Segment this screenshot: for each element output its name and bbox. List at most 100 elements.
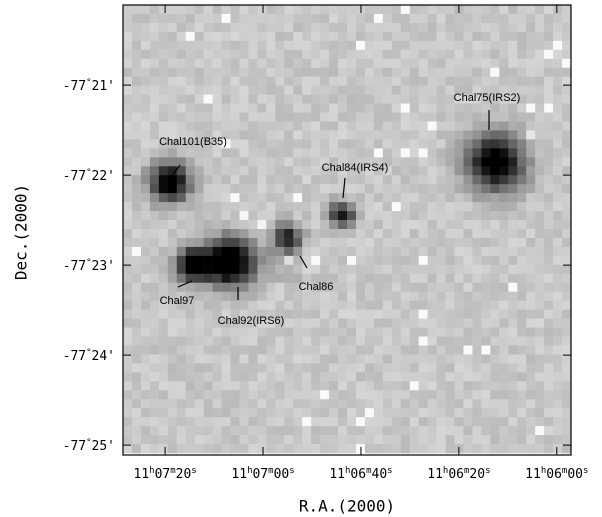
sky-pixel (508, 22, 518, 33)
sky-pixel (131, 273, 142, 284)
sky-pixel (149, 166, 160, 176)
sky-pixel (302, 211, 312, 221)
sky-pixel (123, 121, 133, 131)
sky-pixel (266, 291, 276, 301)
sky-pixel (203, 166, 213, 176)
sky-pixel (562, 130, 572, 140)
sky-pixel (320, 282, 330, 293)
sky-pixel (347, 193, 357, 203)
sky-pixel (490, 345, 500, 355)
sky-pixel (436, 255, 446, 266)
sky-pixel (248, 139, 258, 149)
sky-pixel (382, 211, 393, 221)
sky-pixel (275, 237, 285, 248)
sky-pixel (445, 85, 455, 95)
sky-pixel (391, 85, 402, 95)
sky-pixel (445, 76, 455, 86)
sky-pixel (347, 130, 357, 140)
sky-pixel (293, 408, 303, 418)
sky-pixel (293, 363, 303, 373)
sky-pixel (418, 237, 428, 248)
sky-pixel (454, 85, 464, 95)
sky-pixel (355, 22, 366, 33)
sky-pixel (221, 372, 231, 382)
sky-pixel (158, 345, 169, 355)
sky-pixel (499, 5, 509, 15)
sky-pixel (212, 40, 222, 51)
sky-pixel (185, 121, 195, 131)
sky-pixel (553, 399, 563, 409)
sky-pixel (176, 85, 187, 95)
sky-pixel (499, 220, 509, 230)
sky-pixel (194, 94, 204, 104)
sky-pixel (302, 408, 312, 418)
sky-pixel (131, 103, 142, 113)
sky-pixel (454, 282, 464, 293)
sky-pixel (517, 327, 527, 337)
sky-pixel (329, 112, 339, 122)
sky-pixel (212, 76, 222, 86)
sky-pixel (293, 237, 303, 248)
sky-pixel (158, 211, 169, 221)
sky-pixel (517, 94, 527, 104)
sky-pixel (131, 58, 142, 69)
sky-pixel (347, 381, 357, 391)
sky-pixel (311, 408, 321, 418)
sky-pixel (499, 49, 509, 60)
sky-pixel (230, 408, 240, 418)
sky-pixel (248, 381, 258, 391)
x-axis-label: R.A.(2000) (299, 497, 395, 516)
sky-pixel (436, 444, 446, 454)
sky-pixel (445, 229, 455, 239)
sky-pixel (517, 399, 527, 409)
sky-pixel (275, 291, 285, 301)
sky-pixel (391, 336, 402, 346)
sky-pixel (239, 408, 249, 418)
sky-pixel (427, 246, 437, 257)
sky-pixel (149, 255, 160, 266)
sky-pixel (526, 103, 536, 113)
sky-pixel (167, 103, 178, 113)
sky-pixel (257, 31, 267, 42)
sky-pixel (320, 435, 330, 445)
sky-pixel (257, 345, 267, 355)
sky-pixel (382, 282, 393, 293)
sky-pixel (472, 318, 482, 328)
sky-pixel (481, 13, 491, 24)
sky-pixel (347, 166, 357, 176)
sky-pixel (284, 40, 294, 51)
sky-pixel (212, 103, 222, 113)
sky-pixel (248, 435, 258, 445)
sky-pixel (203, 408, 213, 418)
sky-pixel (329, 300, 339, 310)
sky-pixel (311, 220, 321, 230)
sky-pixel (338, 363, 348, 373)
x-tick-label: 11h07m00s (231, 466, 294, 482)
sky-pixel (140, 363, 151, 373)
sky-pixel (400, 372, 411, 382)
sky-pixel (329, 76, 339, 86)
sky-pixel (123, 148, 133, 158)
sky-pixel (149, 5, 160, 15)
sky-pixel (364, 372, 375, 382)
sky-pixel (481, 139, 491, 149)
sky-pixel (347, 318, 357, 328)
sky-pixel (409, 390, 419, 400)
sky-pixel (338, 220, 348, 230)
sky-pixel (553, 309, 563, 319)
sky-pixel (284, 211, 294, 221)
sky-pixel (338, 166, 348, 176)
sky-pixel (373, 103, 384, 113)
sky-pixel (185, 300, 195, 310)
sky-pixel (302, 300, 312, 310)
sky-pixel (517, 363, 527, 373)
sky-pixel (320, 94, 330, 104)
sky-pixel (490, 390, 500, 400)
sky-pixel (212, 13, 222, 24)
sky-pixel (293, 94, 303, 104)
sky-pixel (490, 49, 500, 60)
sky-pixel (176, 327, 187, 337)
sky-pixel (364, 49, 375, 60)
sky-pixel (275, 5, 285, 15)
sky-pixel (149, 345, 160, 355)
